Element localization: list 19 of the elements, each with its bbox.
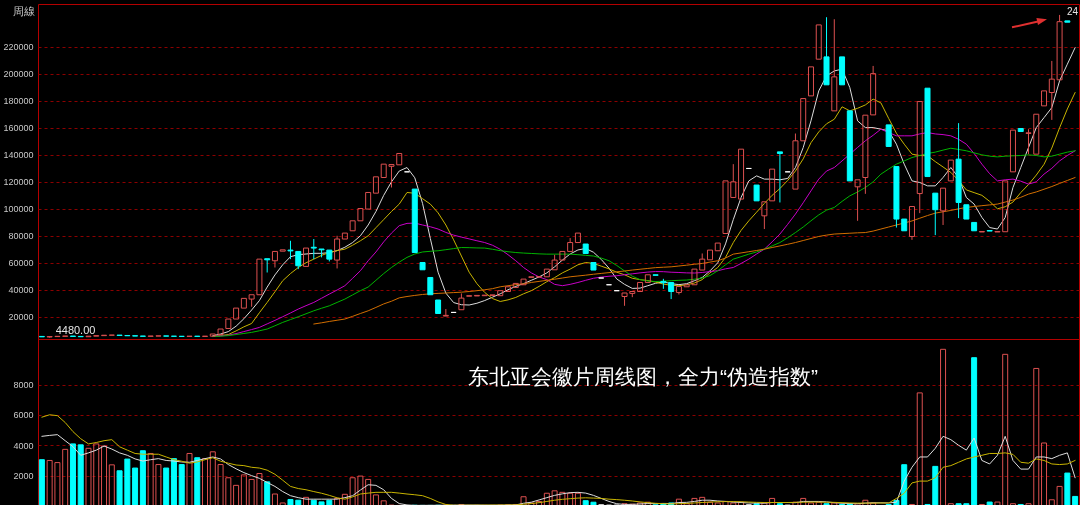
y-tick-label: 200000 bbox=[3, 69, 34, 80]
y-tick-label: 8000 bbox=[13, 380, 34, 391]
annotation: 东北亚会徽片周线图，全力“伪造指数” bbox=[468, 365, 818, 388]
y-tick-label: 4000 bbox=[13, 440, 34, 451]
y-tick-label: 220000 bbox=[3, 42, 34, 53]
y-tick-label: 40000 bbox=[8, 285, 34, 296]
y-tick-label: 20000 bbox=[8, 312, 34, 323]
y-tick-label: 100000 bbox=[3, 204, 34, 215]
y-tick-label: 160000 bbox=[3, 123, 34, 134]
y-tick-label: 6000 bbox=[13, 410, 34, 421]
y-tick-label: 120000 bbox=[3, 177, 34, 188]
y-tick-label: 2000 bbox=[13, 471, 34, 482]
annotation: 24 bbox=[1066, 6, 1079, 17]
chart-title: 周線 bbox=[13, 5, 35, 17]
y-tick-label: 180000 bbox=[3, 96, 34, 107]
y-tick-label: 60000 bbox=[8, 258, 34, 269]
y-tick-label: 140000 bbox=[3, 150, 34, 161]
y-tick-label: 80000 bbox=[8, 231, 34, 242]
annotation: 4480.00 bbox=[55, 323, 96, 336]
